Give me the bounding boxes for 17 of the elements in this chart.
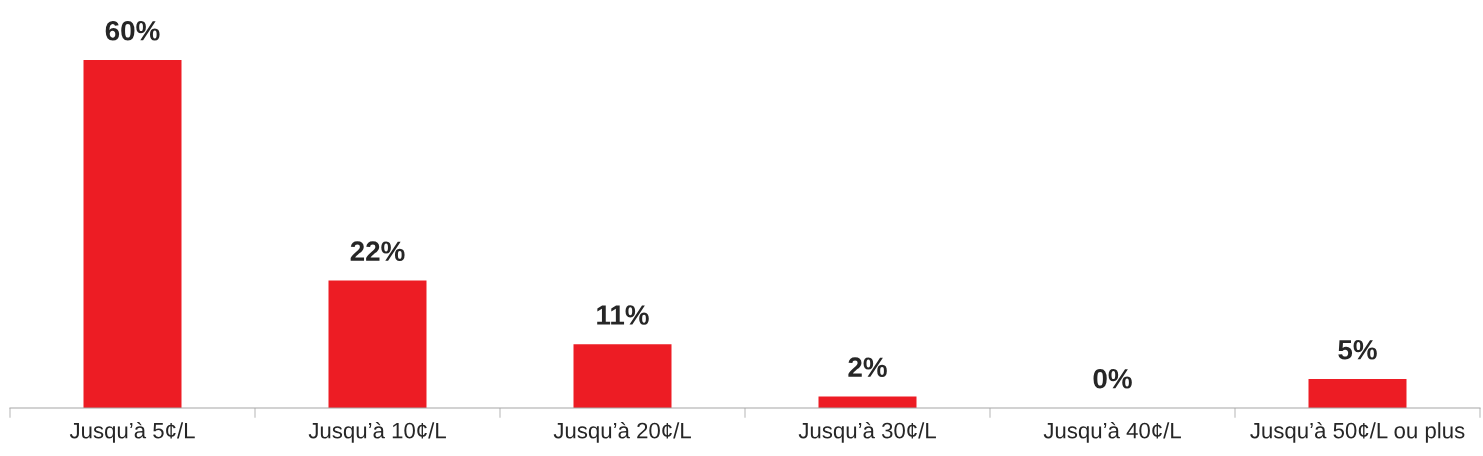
data-label: 22%: [350, 241, 405, 261]
bar: [573, 344, 672, 408]
data-label: 0%: [1093, 368, 1132, 389]
x-tick-label: Jusqu’à 10¢/L: [308, 421, 446, 443]
bar: [328, 280, 427, 408]
x-tick-label: Jusqu’à 5¢/L: [69, 421, 195, 443]
x-tick-label: Jusqu’à 30¢/L: [798, 421, 936, 443]
data-label: 11%: [597, 305, 649, 325]
bar: [1308, 379, 1407, 408]
bar: [818, 396, 917, 408]
x-tick-label: Jusqu’à 50¢/L ou plus: [1250, 421, 1465, 443]
data-label: 2%: [848, 357, 887, 377]
data-label: 60%: [105, 20, 160, 41]
x-tick-label: Jusqu’à 40¢/L: [1043, 421, 1181, 443]
x-tick-label: Jusqu’à 20¢/L: [553, 421, 691, 443]
data-label: 5%: [1338, 340, 1377, 360]
bar: [83, 60, 182, 408]
